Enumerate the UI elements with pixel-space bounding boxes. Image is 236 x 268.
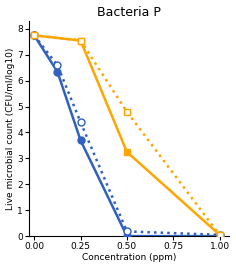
Y-axis label: Live microbial count (CFU/ml/log10): Live microbial count (CFU/ml/log10) <box>6 47 15 210</box>
X-axis label: Concentration (ppm): Concentration (ppm) <box>82 254 176 262</box>
Title: Bacteria P: Bacteria P <box>97 6 161 18</box>
